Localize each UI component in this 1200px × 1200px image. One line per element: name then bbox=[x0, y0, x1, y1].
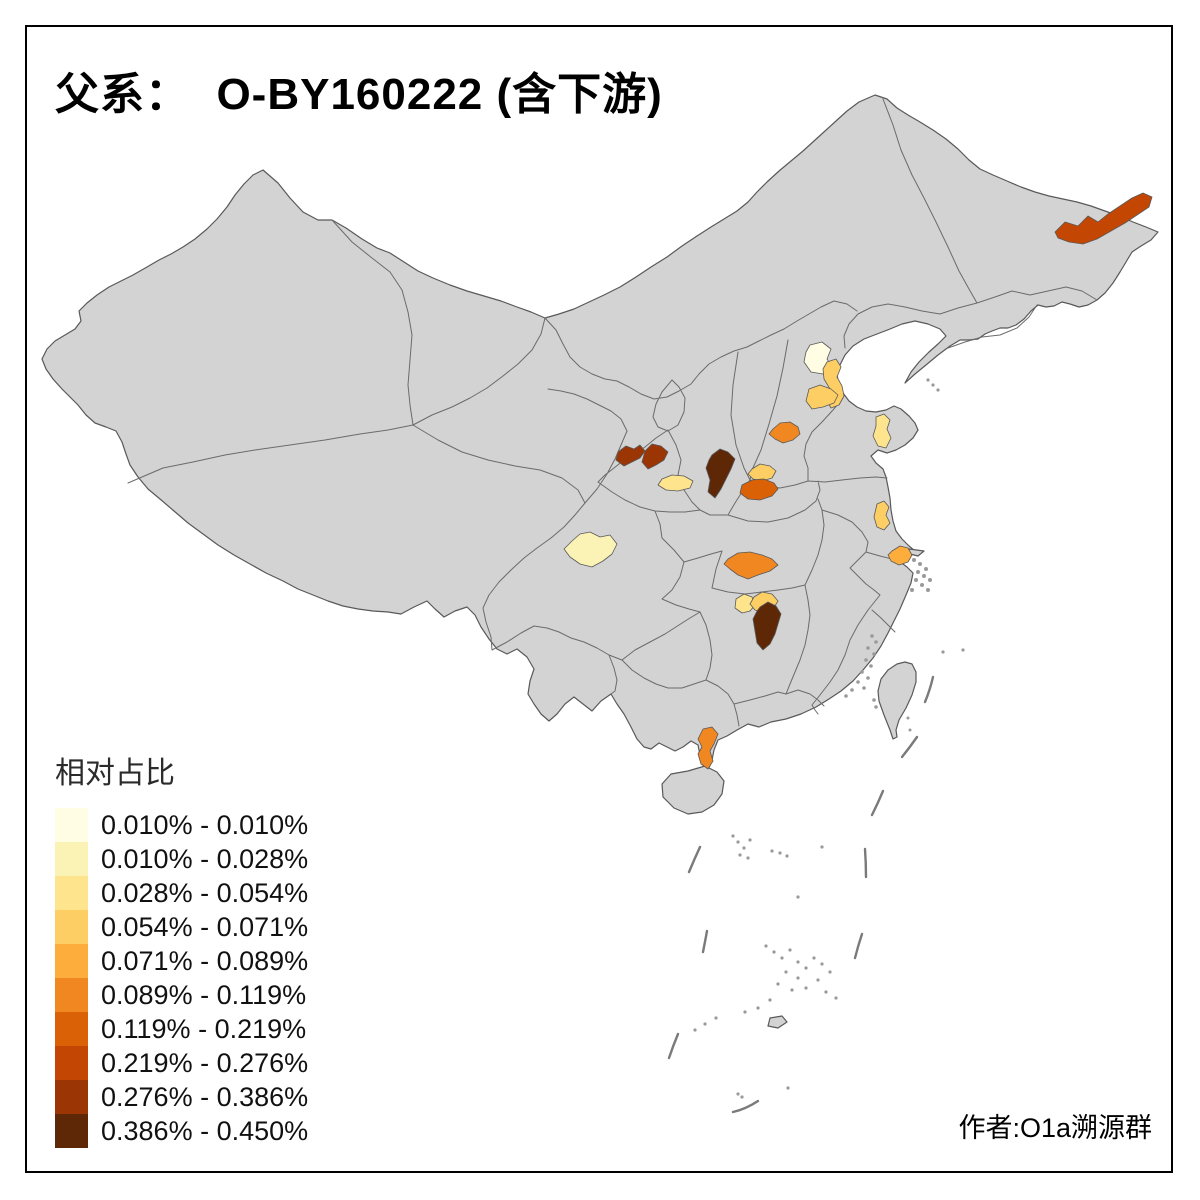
legend-swatch bbox=[55, 842, 88, 876]
legend-swatch bbox=[55, 1012, 88, 1046]
legend-label: 0.071% - 0.089% bbox=[101, 945, 309, 976]
legend-swatch bbox=[55, 1080, 88, 1114]
region-gansu-east bbox=[641, 443, 669, 470]
china-mainland bbox=[41, 94, 1159, 771]
region-shaanxi-north bbox=[705, 448, 736, 499]
hainan-island bbox=[661, 765, 725, 815]
legend-item: 0.010% - 0.010% bbox=[55, 808, 308, 842]
legend-label: 0.028% - 0.054% bbox=[101, 877, 309, 908]
legend-label: 0.010% - 0.010% bbox=[101, 809, 309, 840]
colored-regions-group bbox=[563, 192, 1153, 770]
region-hunan-central bbox=[752, 601, 782, 651]
legend-item: 0.276% - 0.386% bbox=[55, 1080, 308, 1114]
legend-item: 0.119% - 0.219% bbox=[55, 1012, 308, 1046]
legend-swatch bbox=[55, 876, 88, 910]
region-jiangsu-north bbox=[873, 500, 891, 531]
region-chengdu-plain bbox=[563, 531, 618, 568]
page-title: 父系： O-BY160222 (含下游) bbox=[55, 70, 663, 119]
legend-swatch bbox=[55, 910, 88, 944]
legend-swatch bbox=[55, 978, 88, 1012]
region-heilongjiang-east bbox=[1054, 192, 1153, 245]
legend-label: 0.010% - 0.028% bbox=[101, 843, 309, 874]
legend-swatch bbox=[55, 1046, 88, 1080]
legend-label: 0.276% - 0.386% bbox=[101, 1081, 309, 1112]
legend: 相对占比 0.010% - 0.010% 0.010% - 0.028% 0.0… bbox=[55, 748, 308, 1148]
legend-swatch bbox=[55, 1114, 88, 1148]
legend-item: 0.010% - 0.028% bbox=[55, 842, 308, 876]
region-shandong-peninsula bbox=[872, 413, 892, 449]
legend-label: 0.219% - 0.276% bbox=[101, 1047, 309, 1078]
author-credit: 作者:O1a溯源群 bbox=[958, 1113, 1152, 1143]
region-guanzhong bbox=[657, 474, 694, 492]
map-frame bbox=[25, 25, 1173, 1173]
region-jiangsu-south bbox=[887, 545, 913, 566]
legend-title: 相对占比 bbox=[55, 757, 175, 790]
legend-item: 0.028% - 0.054% bbox=[55, 876, 308, 910]
legend-item: 0.386% - 0.450% bbox=[55, 1114, 308, 1148]
region-leizhou-peninsula bbox=[697, 726, 719, 770]
taiwan-island bbox=[877, 661, 917, 740]
legend-swatch bbox=[55, 944, 88, 978]
region-henan-central bbox=[739, 478, 779, 501]
spratly-large-islet bbox=[767, 1015, 788, 1029]
legend-label: 0.054% - 0.071% bbox=[101, 911, 309, 942]
region-henan-west bbox=[747, 463, 777, 482]
region-hubei-south bbox=[723, 551, 779, 580]
region-gansu-west bbox=[615, 444, 646, 467]
south-china-sea-islets bbox=[693, 834, 838, 1099]
region-hebei-south bbox=[768, 421, 801, 444]
coastal-islets bbox=[844, 378, 965, 732]
legend-label: 0.119% - 0.219% bbox=[101, 1013, 307, 1044]
legend-item: 0.071% - 0.089% bbox=[55, 944, 308, 978]
nine-dash-line bbox=[667, 675, 935, 1114]
legend-label: 0.386% - 0.450% bbox=[101, 1115, 309, 1146]
legend-item: 0.219% - 0.276% bbox=[55, 1046, 308, 1080]
region-hunan-northwest bbox=[734, 593, 756, 614]
legend-item: 0.054% - 0.071% bbox=[55, 910, 308, 944]
region-hebei-central bbox=[805, 384, 839, 410]
legend-item: 0.089% - 0.119% bbox=[55, 978, 308, 1012]
legend-label: 0.089% - 0.119% bbox=[101, 979, 307, 1010]
legend-swatch bbox=[55, 808, 88, 842]
